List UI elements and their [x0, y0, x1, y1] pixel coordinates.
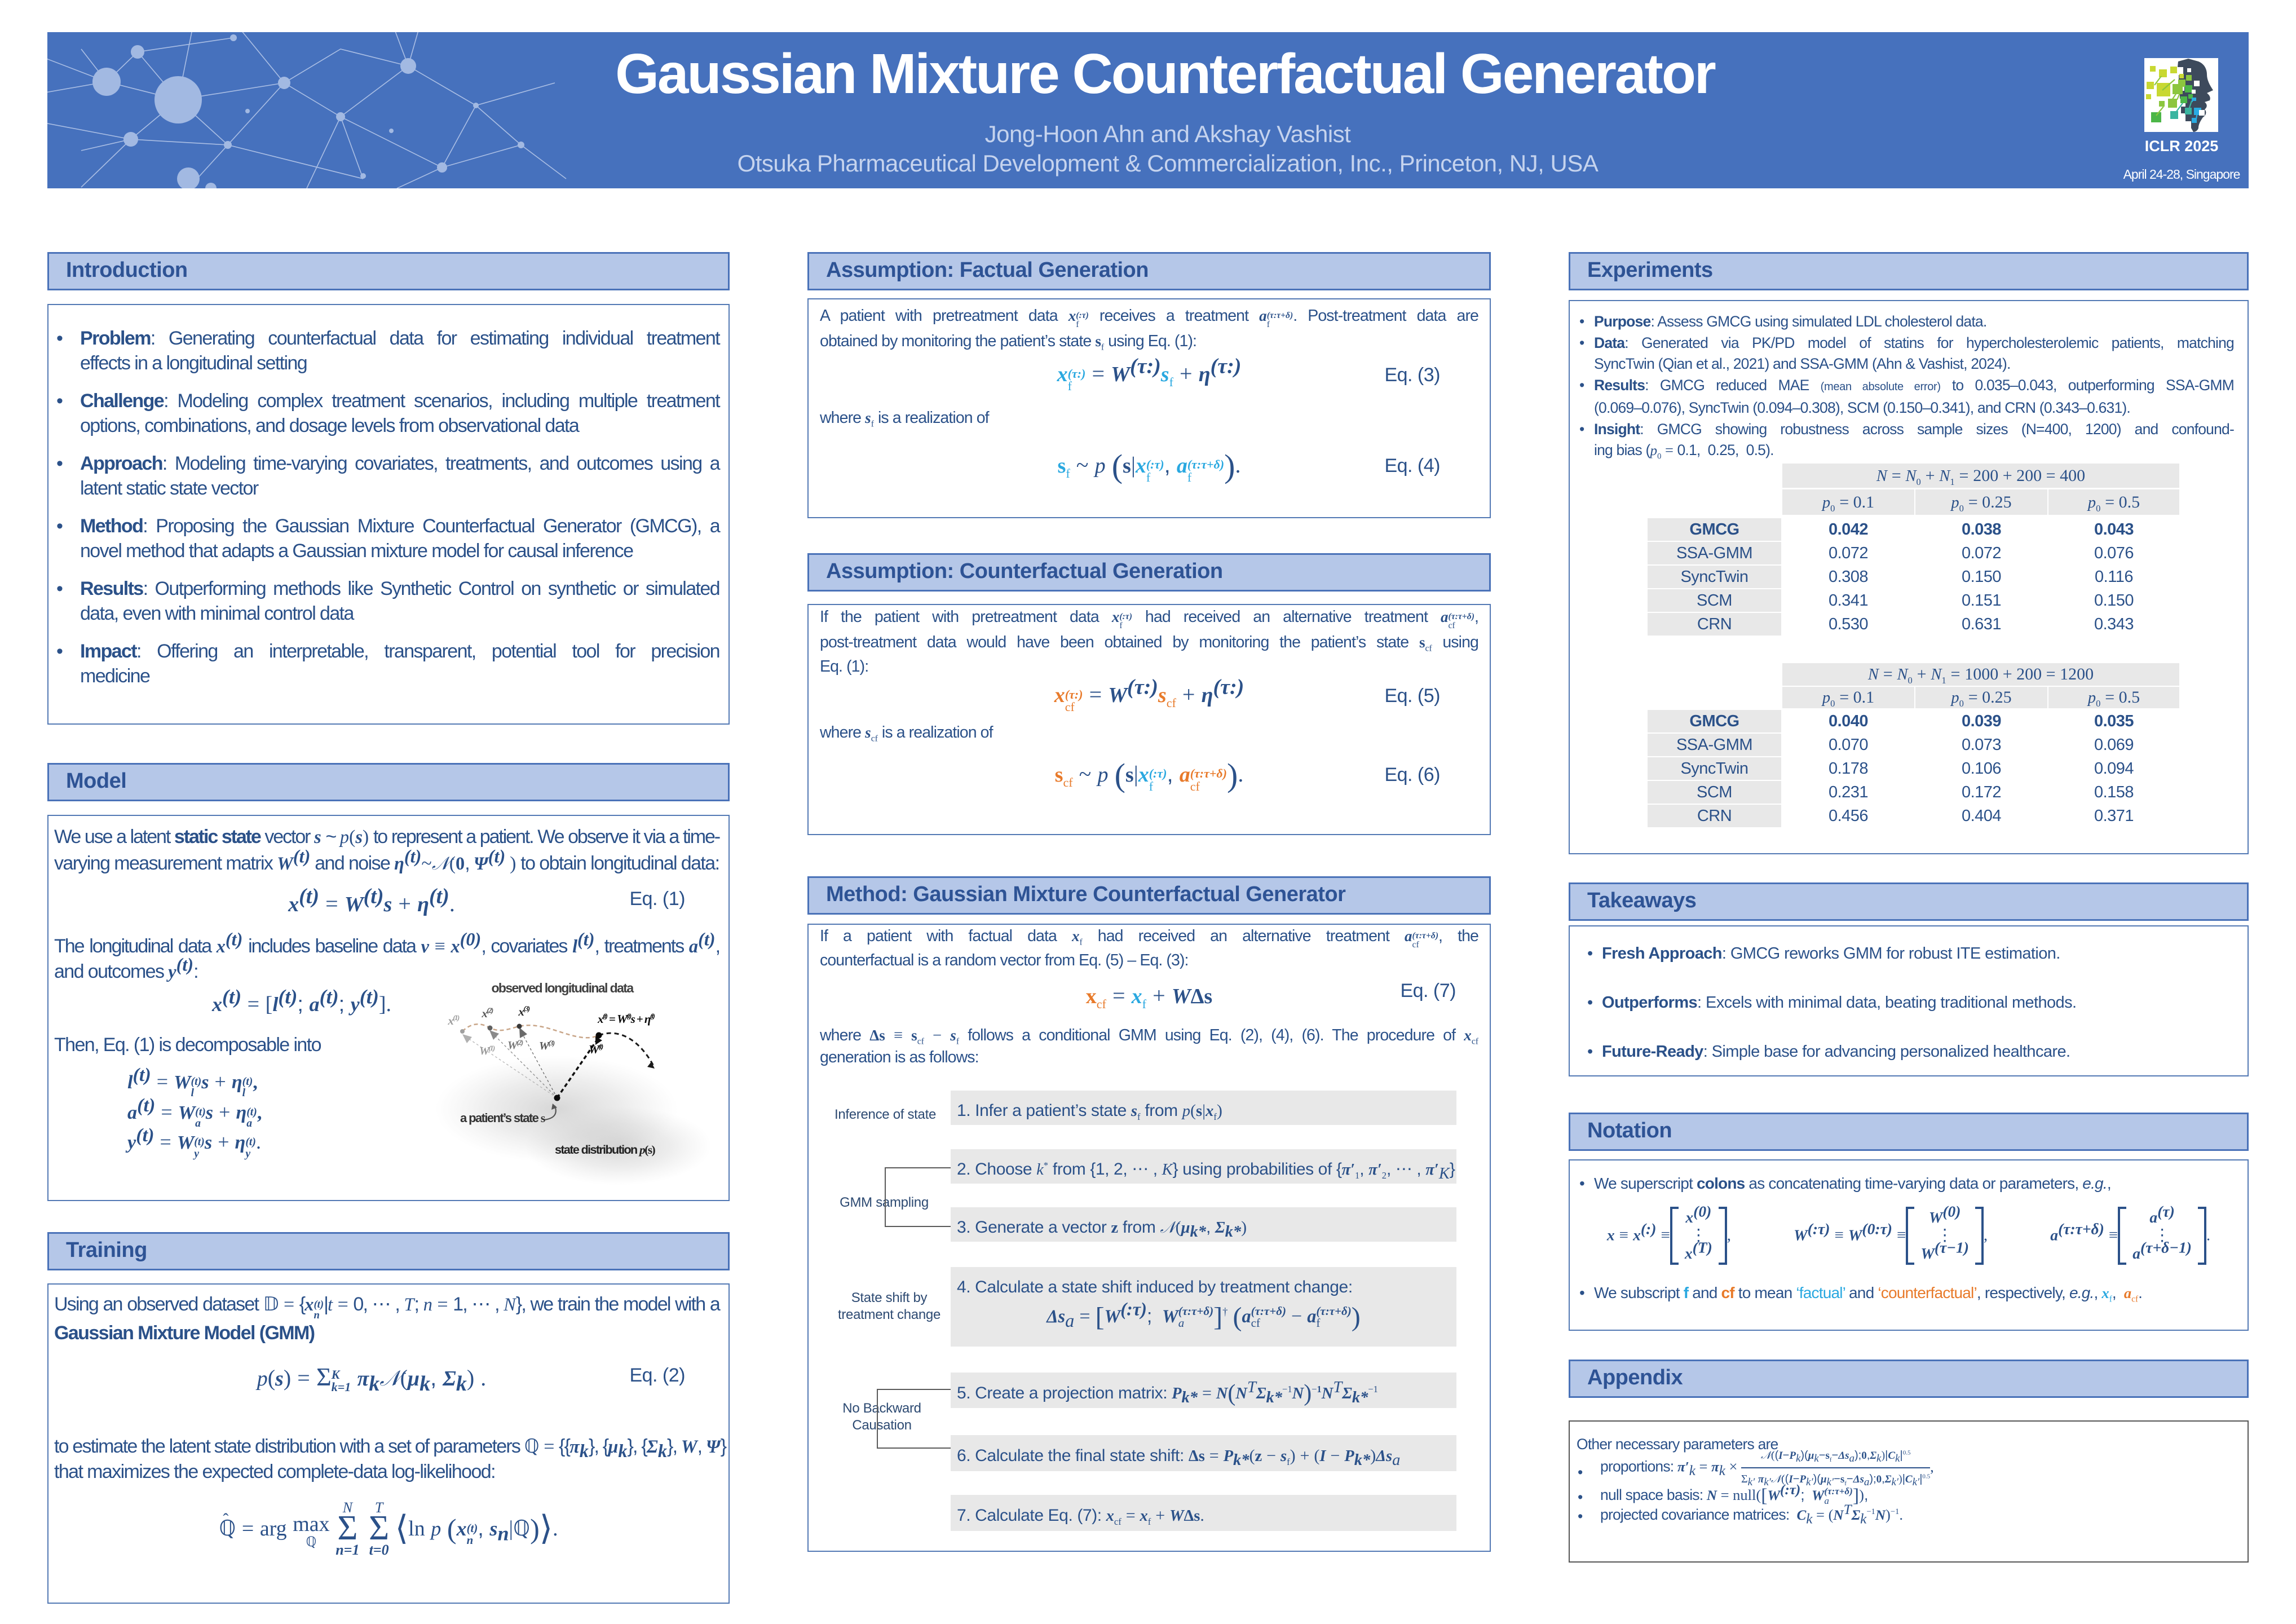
- svg-text:W(2): W(2): [507, 1038, 523, 1052]
- svg-text:W(3): W(3): [539, 1039, 555, 1052]
- svg-text:observed longitudinal data: observed longitudinal data: [491, 981, 634, 995]
- svg-text:a patient’s state s: a patient’s state s: [460, 1111, 546, 1125]
- svg-text:x(t) = W(t)s + η(t): x(t) = W(t)s + η(t): [597, 1012, 655, 1026]
- svg-text:W(1): W(1): [479, 1044, 495, 1057]
- svg-text:x(3): x(3): [518, 1004, 530, 1018]
- svg-text:x(1): x(1): [447, 1013, 460, 1027]
- svg-text:W(t): W(t): [589, 1042, 603, 1056]
- svg-text:x(2): x(2): [481, 1006, 493, 1020]
- svg-text:state distribution p(s): state distribution p(s): [555, 1143, 655, 1157]
